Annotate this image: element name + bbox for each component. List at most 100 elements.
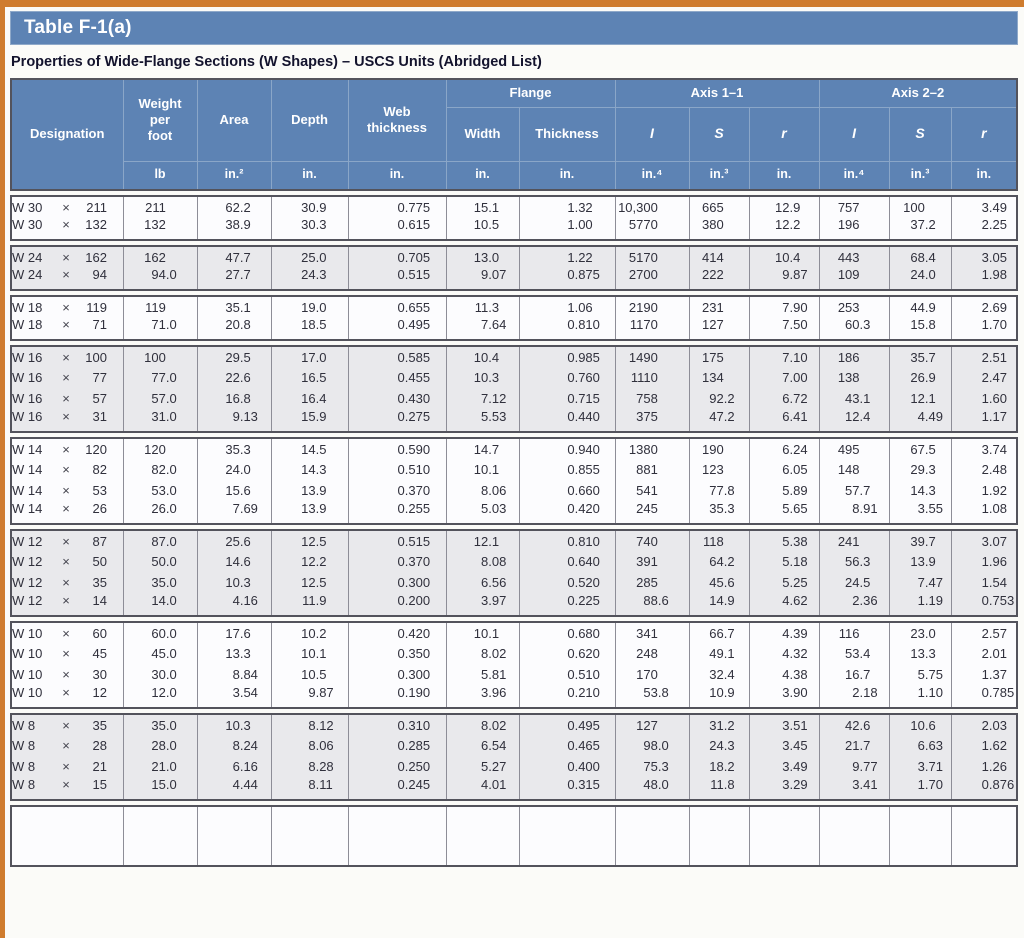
- value-cell: 495: [818, 438, 889, 459]
- header-axis1-S: S: [688, 106, 750, 162]
- value-cell: 68.4: [888, 246, 951, 267]
- header-axis1-r: r: [748, 106, 820, 162]
- value-cell: 0.515: [347, 530, 446, 551]
- shape-weight: 15: [92, 777, 107, 792]
- value-cell: 24.0: [888, 267, 951, 290]
- value-cell: 14.6: [196, 551, 271, 572]
- value-cell: 8.06: [270, 735, 348, 756]
- value-cell: 211: [122, 196, 197, 217]
- value-cell: 14.7: [445, 438, 519, 459]
- value-cell: 665: [688, 196, 749, 217]
- value-cell: 12.1: [445, 530, 519, 551]
- value-cell: 541: [614, 480, 689, 501]
- value-cell: 1.60: [950, 388, 1017, 409]
- unit-flange-thickness: in.: [518, 160, 616, 191]
- value-cell: 87.0: [122, 530, 197, 551]
- unit-axis2-r: in.: [950, 160, 1018, 191]
- value-cell: 48.0: [614, 777, 689, 800]
- value-cell: 17.0: [270, 346, 348, 367]
- multiply-sign: ×: [62, 717, 70, 733]
- value-cell: 9.87: [748, 267, 819, 290]
- value-cell: 2.51: [950, 346, 1017, 367]
- shape-weight: 21: [92, 759, 107, 774]
- value-cell: 8.02: [445, 714, 519, 735]
- value-cell: 222: [688, 267, 749, 290]
- value-cell: 7.64: [445, 317, 519, 340]
- multiply-sign: ×: [62, 554, 70, 569]
- table-row: W 8 × 28 28.0 8.24 8.06 0.285 6.54 0.465 98.0 24.3…: [11, 735, 1017, 756]
- unit-axis1-S: in.³: [688, 160, 750, 191]
- value-cell: 0.875: [518, 267, 615, 290]
- value-cell: 0.985: [518, 346, 615, 367]
- value-cell: 0.245: [347, 777, 446, 800]
- value-cell: 0.315: [518, 777, 615, 800]
- value-cell: 2.18: [818, 685, 889, 708]
- value-cell: 12.5: [270, 530, 348, 551]
- value-cell: 1.08: [950, 501, 1017, 524]
- table-row: W 14 × 53 53.0 15.6 13.9 0.370 8.06 0.660 541 77.8…: [11, 480, 1017, 501]
- value-cell: 5.18: [748, 551, 819, 572]
- value-cell: 0.495: [347, 317, 446, 340]
- value-cell: 0.275: [347, 409, 446, 432]
- value-cell: 18.2: [688, 756, 749, 777]
- value-cell: 10.3: [445, 367, 519, 388]
- shape-size: W 16: [12, 391, 43, 406]
- table-row: W 18 × 119 119 35.1 19.0 0.655 11.3 1.06 2190 231 7…: [11, 296, 1017, 317]
- shape-weight: 53: [92, 483, 107, 498]
- value-cell: 15.8: [888, 317, 951, 340]
- shape-size: W 24: [12, 249, 43, 265]
- value-cell: 0.510: [518, 664, 615, 685]
- shape-size: W 16: [12, 370, 43, 385]
- shape-size: W 8: [12, 738, 36, 753]
- value-cell: 3.55: [888, 501, 951, 524]
- value-cell: 4.49: [888, 409, 951, 432]
- multiply-sign: ×: [62, 217, 70, 232]
- value-cell: 77.0: [122, 367, 197, 388]
- designation-cell: W 16 × 77: [11, 367, 123, 388]
- shape-weight: 57: [92, 391, 107, 406]
- value-cell: 0.515: [347, 267, 446, 290]
- value-cell: 53.8: [614, 685, 689, 708]
- value-cell: 0.855: [518, 459, 615, 480]
- value-cell: 12.4: [818, 409, 889, 432]
- value-cell: 21.7: [818, 735, 889, 756]
- multiply-sign: ×: [62, 759, 70, 774]
- header-web-thickness: Web thickness: [347, 78, 447, 162]
- value-cell: 127: [688, 317, 749, 340]
- value-cell: 26.9: [888, 367, 951, 388]
- value-cell: 31.0: [122, 409, 197, 432]
- value-cell: 116: [818, 622, 889, 643]
- shape-size: W 18: [12, 299, 43, 315]
- unit-axis1-I: in.⁴: [614, 160, 690, 191]
- unit-weight: lb: [122, 160, 198, 191]
- header-axis1-I: I: [614, 106, 690, 162]
- value-cell: 49.1: [688, 643, 749, 664]
- value-cell: 132: [122, 217, 197, 240]
- shape-size: W 16: [12, 349, 43, 365]
- value-cell: 0.715: [518, 388, 615, 409]
- value-cell: 10.1: [445, 459, 519, 480]
- value-cell: 24.0: [196, 459, 271, 480]
- shape-weight: 120: [85, 441, 107, 457]
- page-accent-top-bar: [0, 0, 1024, 7]
- value-cell: 5.25: [748, 572, 819, 593]
- shape-size: W 16: [12, 409, 43, 424]
- value-cell: 0.190: [347, 685, 446, 708]
- value-cell: 0.225: [518, 593, 615, 616]
- designation-cell: W 16 × 57: [11, 388, 123, 409]
- value-cell: 241: [818, 530, 889, 551]
- value-cell: 15.9: [270, 409, 348, 432]
- value-cell: 2700: [614, 267, 689, 290]
- value-cell: 1380: [614, 438, 689, 459]
- value-cell: 30.3: [270, 217, 348, 240]
- value-cell: 1.06: [518, 296, 615, 317]
- value-cell: 0.680: [518, 622, 615, 643]
- value-cell: 77.8: [688, 480, 749, 501]
- unit-axis2-S: in.³: [888, 160, 952, 191]
- value-cell: 341: [614, 622, 689, 643]
- multiply-sign: ×: [62, 533, 70, 549]
- value-cell: 10.9: [688, 685, 749, 708]
- value-cell: 13.3: [888, 643, 951, 664]
- value-cell: 6.05: [748, 459, 819, 480]
- section-group: W 14 × 120 120 35.3 14.5 0.590 14.7 0.940 1380 190…: [10, 437, 1018, 525]
